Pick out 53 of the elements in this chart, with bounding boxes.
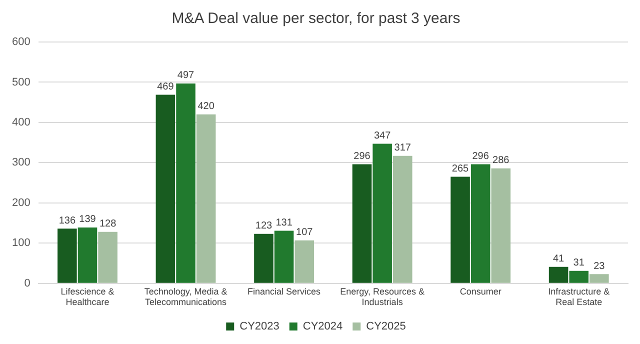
legend-label: CY2025 <box>366 320 406 333</box>
bar <box>569 270 589 283</box>
data-label: 347 <box>374 130 392 142</box>
bar <box>254 234 274 283</box>
data-label: 420 <box>198 101 215 112</box>
y-tick-label: 400 <box>12 116 30 128</box>
x-tick-label: Financial Services <box>248 286 322 296</box>
data-label: 23 <box>594 260 606 272</box>
bar <box>58 228 77 283</box>
bar <box>352 164 372 283</box>
bar <box>548 266 568 283</box>
bar <box>156 94 176 283</box>
bar <box>470 164 490 283</box>
legend-label: CY2024 <box>302 320 343 333</box>
bar <box>274 230 294 283</box>
data-label: 31 <box>573 258 585 269</box>
data-label: 317 <box>394 142 412 154</box>
bar <box>196 114 216 283</box>
data-label: 139 <box>79 214 96 226</box>
data-label: 131 <box>276 217 293 228</box>
bar <box>450 176 470 283</box>
bar <box>294 240 314 283</box>
data-label: 497 <box>177 70 195 82</box>
bar <box>590 274 609 283</box>
data-label: 469 <box>157 81 174 92</box>
y-tick-label: 200 <box>12 196 30 209</box>
bar <box>491 168 511 283</box>
x-tick-label: Infrastructure & Real Estate <box>548 286 610 308</box>
data-label: 123 <box>255 220 273 232</box>
data-label: 107 <box>296 227 314 238</box>
bar <box>78 227 98 283</box>
x-tick-label: Energy, Resources & Industrials <box>340 286 424 308</box>
data-label: 128 <box>99 218 117 230</box>
data-label: 296 <box>472 151 490 162</box>
x-tick-label: Technology, Media & Telecommunications <box>144 286 228 308</box>
data-label: 41 <box>552 254 565 265</box>
y-tick-label: 100 <box>12 237 30 250</box>
data-label: 296 <box>354 151 371 162</box>
legend-label: CY2023 <box>240 320 280 333</box>
data-label: 286 <box>492 155 510 166</box>
y-tick-label: 500 <box>12 76 30 88</box>
chart-title: M&A Deal value per sector, for past 3 years <box>172 10 460 28</box>
x-tick-label: Lifescience & Healthcare <box>60 286 114 308</box>
y-tick-label: 300 <box>12 156 30 169</box>
bar <box>392 156 412 283</box>
bar <box>372 144 392 283</box>
y-tick-label: 600 <box>12 36 30 48</box>
y-tick-label: 0 <box>24 277 30 290</box>
data-label: 136 <box>58 215 76 226</box>
data-label: 265 <box>452 164 470 175</box>
x-tick-label: Consumer <box>460 286 502 296</box>
bar <box>176 83 196 283</box>
bar <box>98 232 118 283</box>
